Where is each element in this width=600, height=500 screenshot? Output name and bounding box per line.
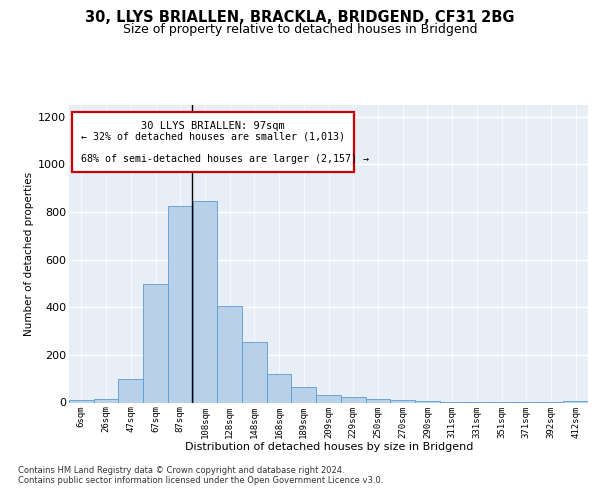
Text: ← 32% of detached houses are smaller (1,013): ← 32% of detached houses are smaller (1,… [81, 131, 345, 141]
Bar [341, 398, 365, 402]
Bar [390, 400, 415, 402]
Bar [143, 284, 168, 403]
Text: Distribution of detached houses by size in Bridgend: Distribution of detached houses by size … [185, 442, 473, 452]
Text: 30 LLYS BRIALLEN: 97sqm: 30 LLYS BRIALLEN: 97sqm [141, 122, 285, 132]
Text: Size of property relative to detached houses in Bridgend: Size of property relative to detached ho… [123, 22, 477, 36]
Bar [292, 387, 316, 402]
Y-axis label: Number of detached properties: Number of detached properties [24, 172, 34, 336]
Bar [267, 374, 292, 402]
Bar [193, 200, 217, 402]
Bar [365, 399, 390, 402]
Bar [316, 394, 341, 402]
Bar [94, 399, 118, 402]
Text: Contains public sector information licensed under the Open Government Licence v3: Contains public sector information licen… [18, 476, 383, 485]
Bar [69, 400, 94, 402]
Text: Contains HM Land Registry data © Crown copyright and database right 2024.: Contains HM Land Registry data © Crown c… [18, 466, 344, 475]
FancyBboxPatch shape [71, 112, 355, 172]
Text: 68% of semi-detached houses are larger (2,157) →: 68% of semi-detached houses are larger (… [81, 154, 369, 164]
Bar [242, 342, 267, 402]
Text: 30, LLYS BRIALLEN, BRACKLA, BRIDGEND, CF31 2BG: 30, LLYS BRIALLEN, BRACKLA, BRIDGEND, CF… [85, 10, 515, 25]
Bar [118, 378, 143, 402]
Bar [217, 306, 242, 402]
Bar [168, 206, 193, 402]
